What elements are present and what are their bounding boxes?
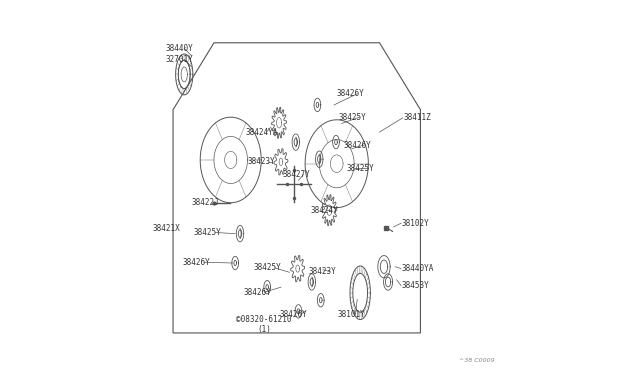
Text: 38425Y: 38425Y	[339, 113, 366, 122]
Text: 38425Y: 38425Y	[347, 164, 374, 173]
Text: ©08320-61210
(1): ©08320-61210 (1)	[236, 315, 292, 334]
Text: 38426Y: 38426Y	[344, 141, 371, 150]
Text: 38453Y: 38453Y	[401, 281, 429, 290]
Text: 38423Y: 38423Y	[248, 157, 275, 166]
Text: 38422J: 38422J	[191, 198, 220, 207]
Text: 38425Y: 38425Y	[193, 228, 221, 237]
Text: 38440Y: 38440Y	[166, 44, 193, 53]
Text: 38425Y: 38425Y	[253, 263, 281, 272]
Text: 32701Y: 32701Y	[166, 55, 193, 64]
Text: 38102Y: 38102Y	[401, 219, 429, 228]
Text: ^38 C0009: ^38 C0009	[460, 358, 495, 363]
Text: 38424Y: 38424Y	[310, 206, 339, 215]
Text: 38411Z: 38411Z	[404, 113, 431, 122]
Text: 38426Y: 38426Y	[244, 288, 271, 296]
Text: 38426Y: 38426Y	[182, 258, 210, 267]
Text: 38421X: 38421X	[152, 224, 180, 233]
Text: 38424YA: 38424YA	[246, 128, 278, 137]
Text: 38427Y: 38427Y	[283, 170, 310, 179]
Text: 38101Y: 38101Y	[338, 310, 365, 319]
Text: 38440YA: 38440YA	[401, 264, 433, 273]
Text: 38423Y: 38423Y	[309, 267, 337, 276]
Text: 38426Y: 38426Y	[337, 89, 365, 98]
Text: 38426Y: 38426Y	[279, 310, 307, 319]
